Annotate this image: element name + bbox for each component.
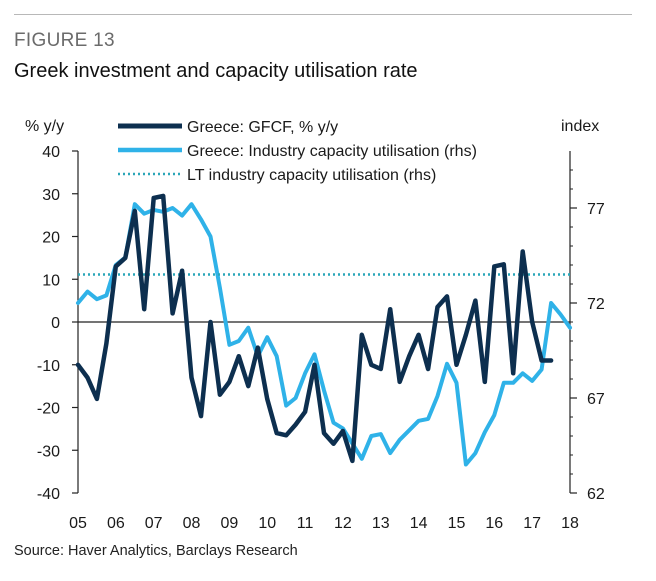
left-tick-label: -10	[37, 358, 60, 375]
left-tick-label: 10	[42, 272, 60, 289]
left-axis-unit-label: % y/y	[25, 118, 64, 135]
figure-label: FIGURE 13	[14, 30, 115, 51]
left-tick-label: -20	[37, 401, 60, 418]
legend-label-lt-capacity: LT industry capacity utilisation (rhs)	[187, 167, 436, 184]
axes: 40 30 20 10 0 -10 -20 -30 -40 77 72 67 62 05 06 07 08 09 1…	[37, 144, 605, 532]
x-tick-label: 11	[297, 515, 314, 532]
source-note: Source: Haver Analytics, Barclays Resear…	[14, 543, 298, 559]
top-rule	[14, 14, 632, 15]
x-tick-label: 06	[107, 515, 125, 532]
x-tick-label: 10	[258, 515, 276, 532]
right-axis-unit-label: index	[561, 118, 599, 135]
legend-label-gfcf: Greece: GFCF, % y/y	[187, 119, 338, 136]
x-tick-label: 14	[410, 515, 428, 532]
x-tick-label: 08	[183, 515, 201, 532]
left-tick-label: 20	[42, 230, 60, 247]
left-tick-label: 30	[42, 187, 60, 204]
right-tick-label: 72	[587, 296, 605, 313]
series	[75, 193, 572, 467]
left-tick-label: -40	[37, 486, 60, 503]
x-tick-label: 12	[334, 515, 352, 532]
chart-title: Greek investment and capacity utilisatio…	[14, 60, 418, 82]
series-line-0	[75, 193, 554, 464]
right-tick-label: 67	[587, 391, 605, 408]
series-line-1	[76, 202, 572, 467]
x-tick-label: 07	[145, 515, 163, 532]
left-tick-label: 0	[51, 315, 60, 332]
x-tick-label: 09	[220, 515, 238, 532]
x-tick-label: 15	[448, 515, 466, 532]
x-tick-label: 13	[372, 515, 390, 532]
right-tick-label: 77	[587, 201, 605, 218]
legend: Greece: GFCF, % y/y Greece: Industry cap…	[118, 119, 477, 184]
legend-label-capacity: Greece: Industry capacity utilisation (r…	[187, 143, 477, 160]
right-tick-label: 62	[587, 486, 605, 503]
x-tick-label: 16	[485, 515, 503, 532]
left-tick-label: -30	[37, 443, 60, 460]
x-tick-label: 17	[523, 515, 541, 532]
x-tick-label: 05	[69, 515, 87, 532]
left-tick-label: 40	[42, 144, 60, 161]
x-tick-label: 18	[561, 515, 579, 532]
